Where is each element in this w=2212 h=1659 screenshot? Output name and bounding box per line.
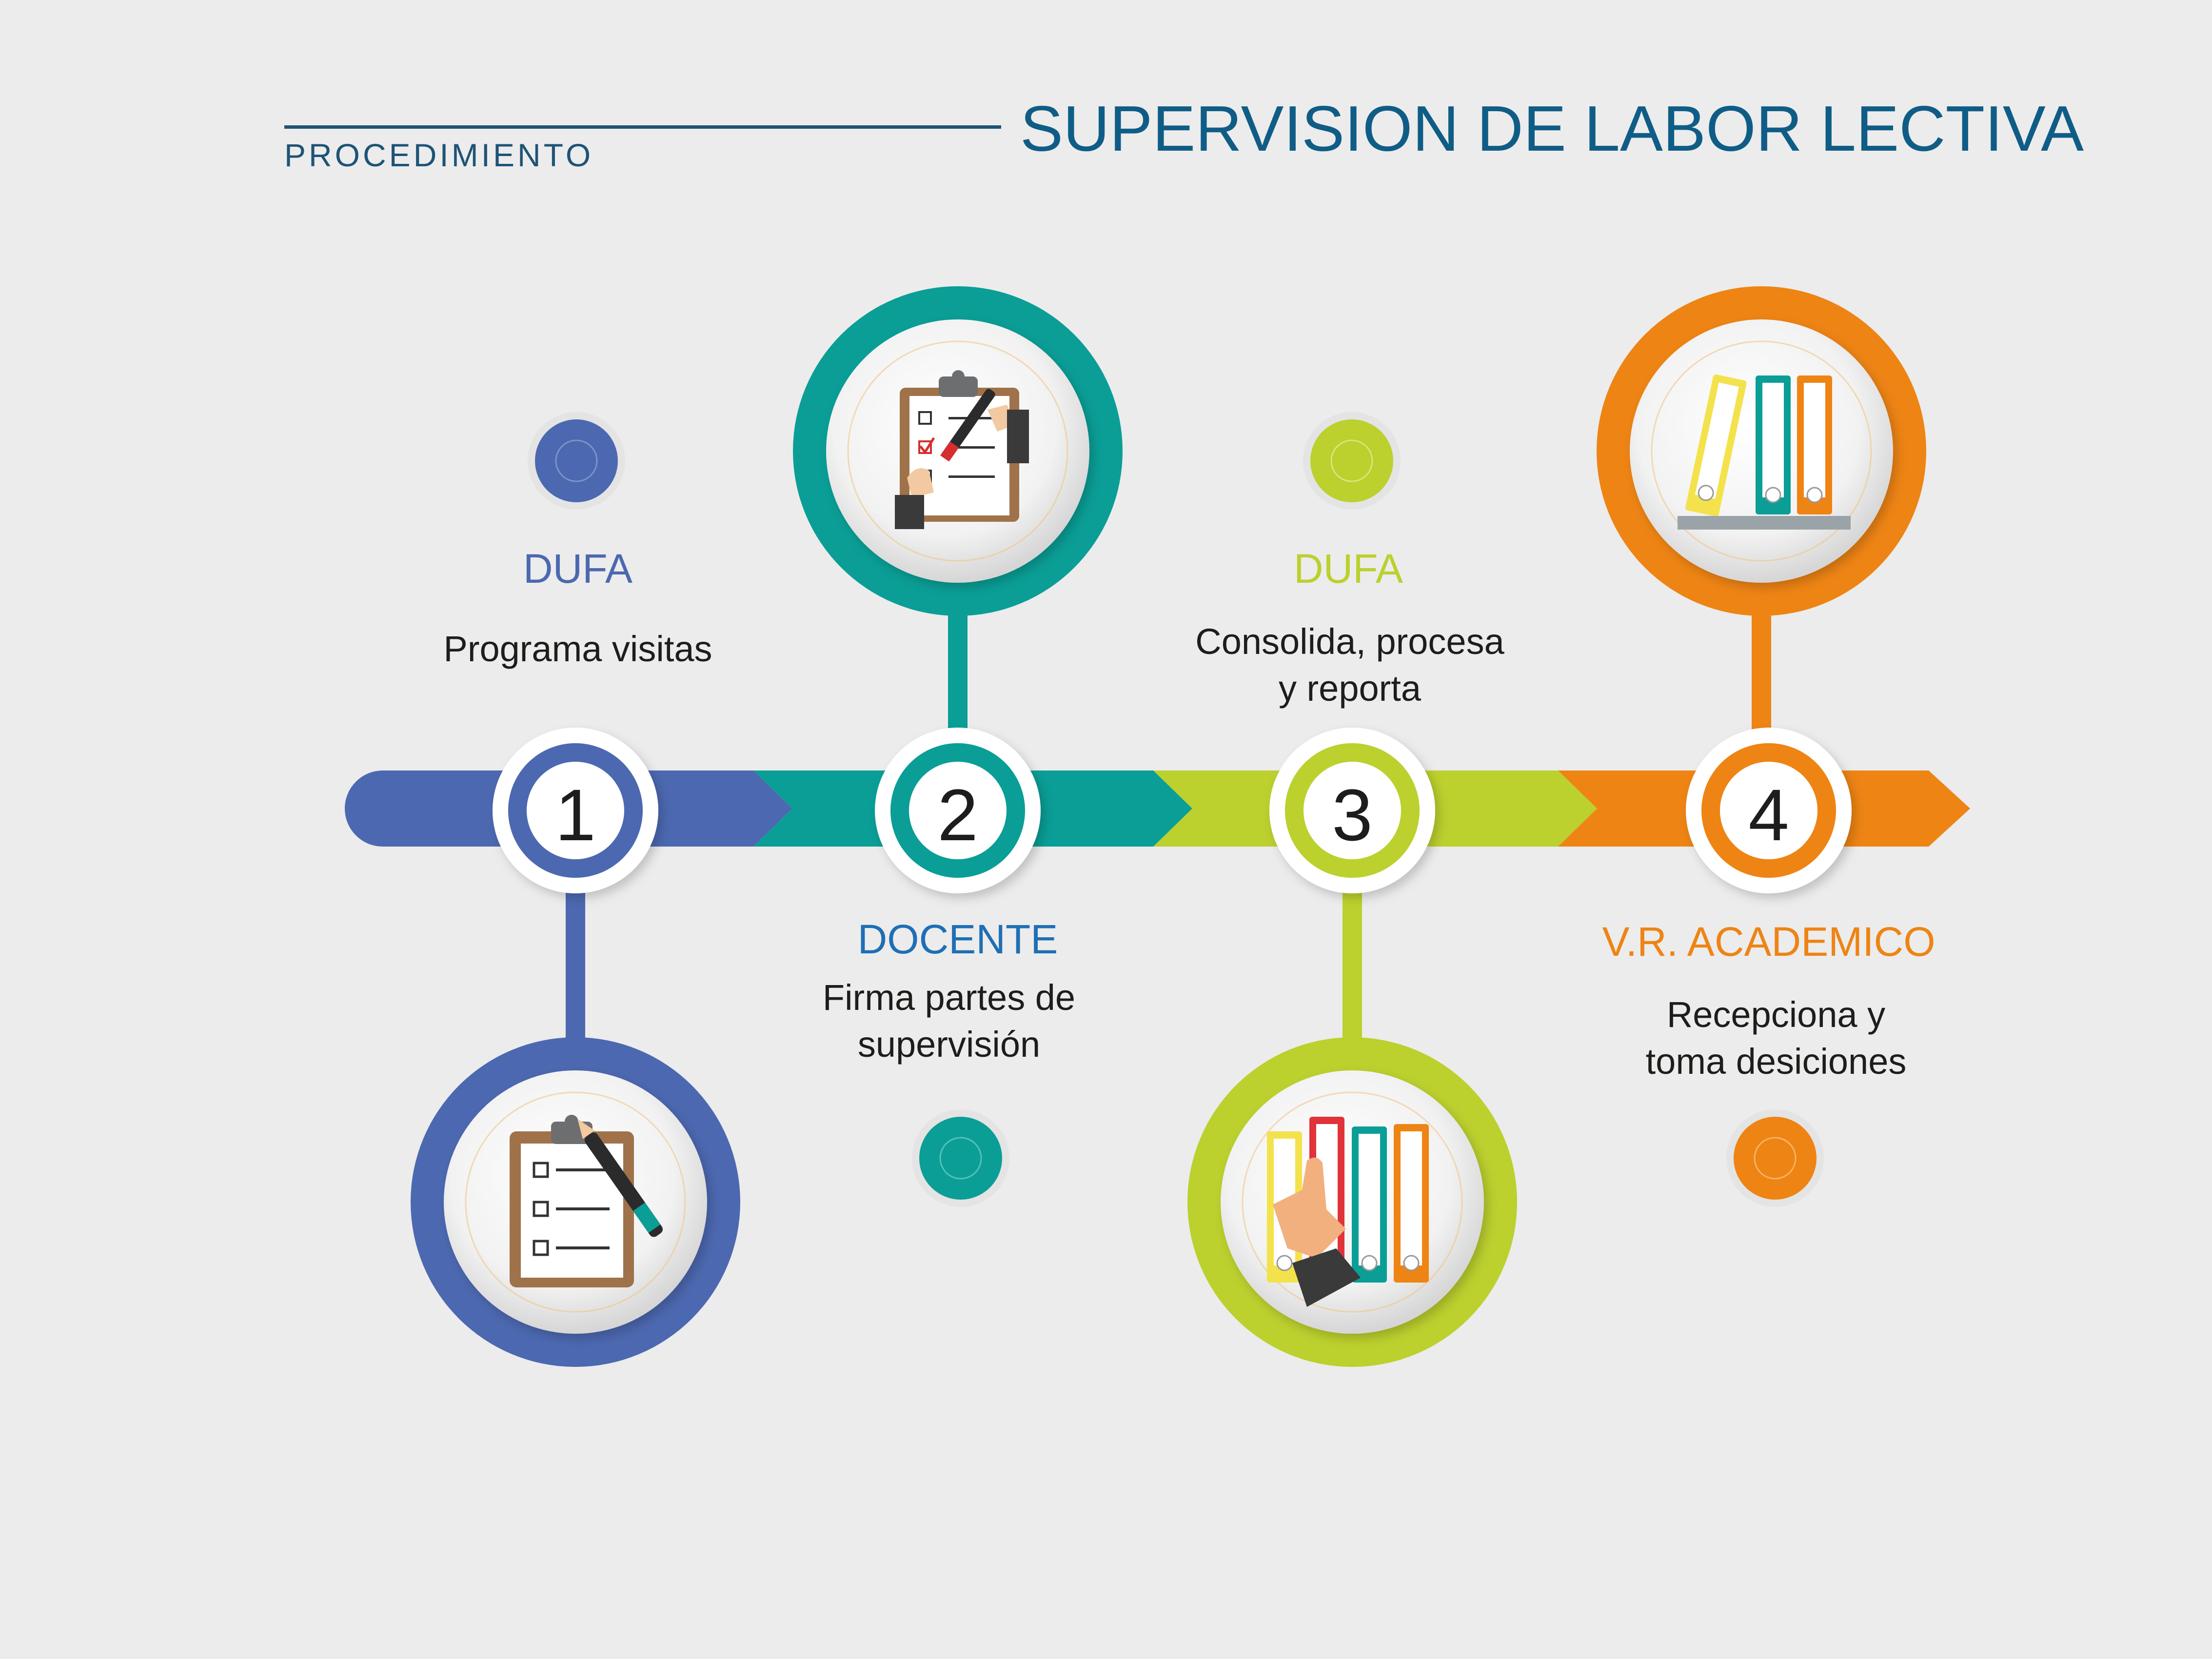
step-desc-3-line1: Consolida, procesa: [1195, 621, 1504, 662]
step-node-4: [1686, 728, 1852, 893]
step-desc-1: Programa visitas: [334, 626, 822, 672]
step-role-4: V.R. ACADEMICO: [1602, 919, 1936, 965]
step-node-3: [1269, 728, 1435, 893]
connector-2: [948, 590, 968, 751]
page-subtitle: PROCEDIMIENTO: [284, 137, 594, 173]
step-role-2: DOCENTE: [857, 916, 1058, 962]
clipboard-pen-icon: [510, 1115, 663, 1287]
step-desc-1-line1: Programa visitas: [443, 629, 712, 669]
step-desc-2-line1: Firma partes de: [822, 977, 1076, 1018]
step-role-3: DUFA: [1293, 546, 1403, 592]
marker-dot-1: [528, 412, 625, 510]
binders-shelf-icon: [1678, 374, 1851, 530]
header-rule: [284, 125, 1001, 129]
binders-selecting-icon: [1267, 1117, 1429, 1307]
step-number-3: 3: [1332, 774, 1373, 856]
connector-3: [1343, 873, 1362, 1068]
step-desc-4: Recepciona y toma desiciones: [1532, 991, 2020, 1085]
marker-dot-2: [912, 1109, 1009, 1207]
clipboard-signing-icon: [895, 370, 1029, 529]
connector-1: [566, 873, 585, 1068]
step-desc-4-line1: Recepciona y: [1666, 994, 1886, 1035]
step-number-2: 2: [937, 774, 978, 856]
page-title: SUPERVISION DE LABOR LECTIVA: [1020, 93, 2084, 164]
step-number-4: 4: [1748, 774, 1789, 856]
marker-dot-3: [1303, 412, 1401, 510]
marker-dot-4: [1726, 1109, 1824, 1207]
step-number-1: 1: [555, 774, 596, 856]
step-node-1: [493, 728, 658, 893]
connector-4: [1752, 590, 1771, 751]
step-desc-3-line2: y reporta: [1278, 668, 1422, 709]
step-desc-3: Consolida, procesa y reporta: [1106, 618, 1594, 712]
step-role-1: DUFA: [523, 546, 633, 592]
step-desc-2-line2: supervisión: [857, 1024, 1041, 1065]
step-desc-2: Firma partes de supervisión: [705, 974, 1193, 1068]
step-node-2: [875, 728, 1041, 893]
step-desc-4-line2: toma desiciones: [1645, 1041, 1907, 1082]
